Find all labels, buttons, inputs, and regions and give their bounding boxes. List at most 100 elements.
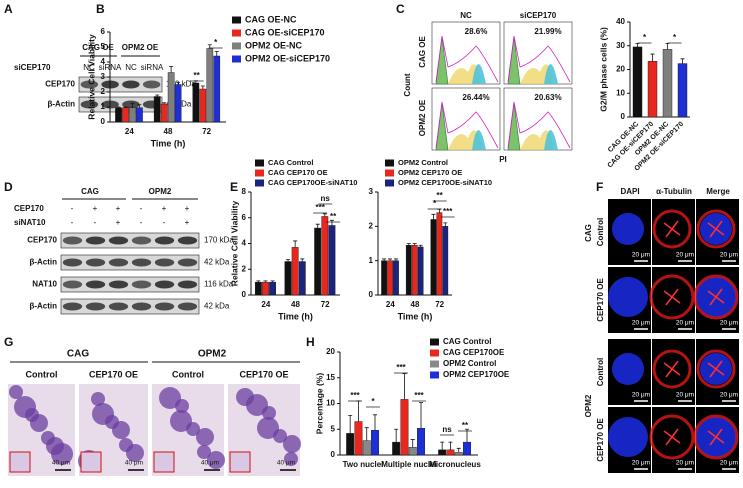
- error-bar: [680, 58, 685, 64]
- error-bar: [162, 102, 167, 104]
- y-axis-label: Percentage (%): [314, 373, 324, 435]
- blot-band: [177, 302, 198, 311]
- significance: *: [673, 33, 677, 42]
- percentage: 28.6%: [465, 27, 488, 36]
- bar: [136, 107, 143, 123]
- significance: *: [371, 397, 375, 406]
- bar: [122, 107, 129, 123]
- blot-band: [80, 100, 99, 109]
- bar: [662, 49, 673, 118]
- blot-band: [177, 236, 198, 245]
- bar: [454, 452, 463, 456]
- y-tick-label: 0: [101, 117, 106, 126]
- y-axis-label: G2/M phase cells (%): [598, 27, 608, 112]
- column-label: Merge: [706, 187, 730, 196]
- blot-strip: [78, 76, 163, 93]
- group-label: OPM2: [198, 349, 227, 360]
- error-bar: [437, 208, 442, 213]
- error-bar: [293, 240, 298, 248]
- error-bar: [465, 428, 470, 443]
- band-size: 170 kDa: [166, 80, 196, 89]
- bar: [321, 216, 329, 296]
- y-tick-label: 3: [101, 72, 106, 81]
- condition-name: siNAT10: [14, 218, 46, 227]
- error-bar: [315, 223, 320, 229]
- nucleus: [612, 353, 644, 385]
- legend-label: OPM2 CEP170OE: [443, 370, 510, 379]
- y-tick-label: 10: [326, 399, 335, 408]
- significance: *: [643, 33, 647, 42]
- row-label: OPM2 OE: [418, 99, 427, 136]
- y-tick-label: 0: [331, 450, 336, 459]
- legend-label: OPM2 CEP170OE-siNAT10: [398, 178, 492, 187]
- condition-mark: -: [71, 204, 74, 213]
- x-tick-label: 48: [164, 127, 173, 136]
- bar: [115, 107, 122, 123]
- scale-label: 20 μm: [720, 460, 738, 467]
- significance: **: [330, 212, 337, 221]
- cell-label: CAG: [81, 187, 99, 196]
- y-tick-label: 2: [101, 87, 106, 96]
- band-size: 42 kDa: [204, 302, 230, 311]
- bar: [405, 245, 412, 296]
- scale-label: 20 μm: [720, 320, 738, 327]
- blot-band: [154, 302, 175, 311]
- bar: [269, 281, 277, 296]
- band-name: β-Actin: [47, 100, 75, 109]
- legend-swatch: [430, 360, 439, 368]
- error-bar: [263, 280, 268, 283]
- panel-label: C: [396, 2, 405, 16]
- bar: [153, 96, 161, 123]
- significance: ***: [350, 391, 360, 400]
- axis-label: Count: [403, 73, 412, 96]
- bar: [647, 60, 658, 118]
- error-bar: [329, 219, 334, 226]
- flow-curve: [507, 101, 571, 149]
- bar: [442, 226, 449, 296]
- error-bar: [300, 258, 305, 262]
- band-size: 170 kDa: [204, 236, 234, 245]
- cell: [207, 451, 225, 469]
- legend-label: OPM2 OE-siCEP170: [245, 53, 330, 63]
- error-bar: [456, 447, 461, 453]
- tubulin: [649, 414, 695, 460]
- percentage: 20.63%: [534, 93, 561, 102]
- flow-fill: [544, 130, 558, 150]
- band-name: NAT10: [32, 280, 57, 289]
- row-label: siCEP170: [14, 63, 51, 72]
- y-tick-label: 20: [326, 347, 335, 356]
- flow-fill: [544, 64, 558, 84]
- bar: [371, 430, 379, 456]
- legend-label: CAG CEP170OE-siNAT10: [268, 178, 357, 187]
- y-axis-label: Relative Cell Viability: [86, 34, 96, 120]
- tubulin: [652, 209, 692, 249]
- bar: [160, 103, 168, 123]
- row-label: CAG OE: [418, 36, 427, 68]
- row-label: Control: [596, 358, 605, 386]
- cell-label: OPM2 OE: [122, 43, 159, 52]
- scale-label: 20 μm: [632, 252, 650, 259]
- blot-band: [108, 258, 129, 267]
- bar: [284, 261, 292, 296]
- x-tick-label: Micronucleus: [429, 460, 481, 469]
- y-tick-label: 5: [101, 42, 106, 51]
- blot-band: [177, 280, 198, 289]
- cell: [196, 428, 214, 446]
- legend-swatch: [232, 55, 241, 63]
- blot-band: [62, 258, 83, 267]
- blot-band: [142, 80, 161, 89]
- scale-label: 20 μm: [720, 392, 738, 399]
- blot-band: [122, 80, 140, 89]
- y-tick-label: 30: [616, 41, 625, 50]
- error-bar: [123, 106, 128, 108]
- column-label: Control: [172, 369, 204, 379]
- y-tick-label: 0: [369, 290, 374, 299]
- condition-mark: +: [93, 204, 98, 213]
- cell: [92, 403, 114, 425]
- flow-curve: [507, 35, 571, 83]
- spindle: [663, 428, 681, 446]
- nucleus: [608, 417, 648, 457]
- y-tick-label: 4: [242, 239, 247, 248]
- x-tick-label: 72: [435, 300, 444, 309]
- y-tick-label: 15: [326, 373, 335, 382]
